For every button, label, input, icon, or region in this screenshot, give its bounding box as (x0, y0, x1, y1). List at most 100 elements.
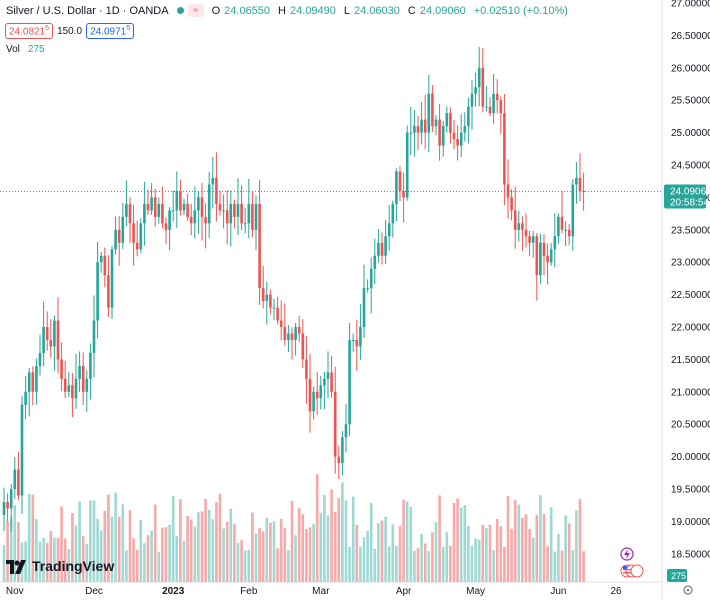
buy-price-button[interactable]: 24.09715 (86, 23, 135, 40)
volume-bar (211, 519, 215, 582)
high-label: H (278, 4, 286, 17)
candle-body (254, 203, 258, 230)
candle-body (405, 132, 409, 198)
candle-body (575, 177, 578, 185)
candle-body (243, 223, 247, 225)
volume-bar (384, 516, 387, 582)
candle-body (31, 372, 35, 392)
low-value: 24.06030 (354, 4, 400, 17)
candle-body (171, 210, 175, 212)
volume-bar (218, 493, 222, 582)
volume-bar (427, 551, 431, 582)
volume-bar (539, 495, 542, 582)
candle-body (189, 216, 193, 224)
volume-bar (557, 534, 560, 582)
volume-bar (128, 510, 132, 582)
volume-bar (243, 550, 247, 582)
time-tick-label: Mar (312, 586, 330, 597)
price-tick-label: 26.50000 (671, 31, 710, 42)
price-tick-label: 24.50000 (671, 161, 710, 172)
volume-bar (92, 500, 96, 582)
volume-bar (305, 529, 308, 582)
volume-bar (326, 515, 330, 582)
open-label: O (211, 4, 221, 17)
volume-last-label: 275 (667, 569, 687, 582)
candle-body (89, 352, 92, 379)
price-tick-label: 19.50000 (671, 485, 710, 496)
time-tick-label: Jun (550, 586, 566, 597)
data-approx-badge[interactable]: ≈ (187, 4, 204, 17)
candle-body (200, 197, 204, 217)
volume-bar (582, 551, 585, 582)
volume-bar (553, 551, 557, 582)
candle-body (492, 93, 495, 114)
event-flash-icon[interactable] (620, 547, 634, 561)
volume-last-box (667, 569, 687, 582)
candle-body (319, 385, 323, 399)
time-tick-label: Nov (6, 586, 24, 597)
sell-price-button[interactable]: 24.08215 (5, 23, 54, 40)
volume-bar (474, 538, 477, 582)
volume-bar (524, 514, 528, 582)
economic-events-flag-icon[interactable] (620, 564, 644, 578)
volume-bar (531, 537, 535, 582)
symbol-legend[interactable]: Silver / U.S. Dollar · 1D · OANDA ≈ O 24.… (6, 4, 572, 17)
close-value: 24.09060 (419, 4, 466, 17)
volume-bar (467, 526, 470, 582)
volume-bar (2, 545, 6, 582)
volume-bar (132, 538, 135, 582)
candle-body (398, 171, 402, 191)
volume-bar (485, 528, 488, 582)
candle-body (258, 203, 261, 289)
volume-bar (362, 537, 366, 582)
candle-body (63, 378, 67, 392)
volume-bar (348, 546, 351, 582)
volume-bar (510, 528, 513, 582)
candle-body (456, 139, 459, 146)
volume-bar (103, 510, 107, 582)
price-tick-label: 21.50000 (671, 355, 710, 366)
volume-legend[interactable]: Vol 275 (6, 44, 45, 55)
candle-body (279, 320, 283, 328)
candle-body (71, 385, 74, 399)
price-tick-label: 26.00000 (671, 63, 710, 74)
volume-bar (53, 537, 56, 582)
volume-bar (81, 536, 85, 582)
volume-bar (85, 544, 89, 582)
volume-bar (549, 507, 553, 582)
candle-body (351, 339, 355, 341)
volume-bar (323, 494, 326, 582)
candle-body (287, 333, 290, 340)
volume-bar (35, 518, 38, 582)
volume-bar (146, 535, 150, 582)
candle-body (103, 255, 107, 276)
volume-bar (110, 516, 114, 582)
volume-bar (135, 549, 139, 582)
volume-bar (355, 525, 359, 582)
time-axis[interactable]: Nov Dec 2023 Feb Mar Apr May Jun 26 (6, 586, 622, 597)
candle-body (128, 203, 132, 224)
candle-body (153, 197, 157, 217)
candle-body (107, 275, 110, 308)
candle-body (395, 171, 398, 204)
candle-body (99, 255, 103, 263)
price-axis[interactable]: 18.50000 19.00000 19.50000 20.00000 20.50000… (671, 0, 710, 560)
settings-gear-icon[interactable] (683, 585, 693, 595)
candle-body (305, 359, 308, 379)
candle-body (337, 456, 341, 464)
volume-bar (517, 504, 521, 582)
candle-body (315, 391, 319, 399)
volume-bar (9, 516, 13, 582)
candle-body (326, 372, 330, 379)
symbol-title[interactable]: Silver / U.S. Dollar · 1D · OANDA (6, 4, 169, 17)
volume-bar (287, 550, 290, 582)
volume-bar (229, 508, 233, 582)
time-tick-label: 26 (610, 586, 622, 597)
volume-bar (290, 500, 294, 582)
candle-body (261, 288, 265, 302)
candle-body (463, 126, 467, 133)
candle-body (27, 372, 31, 392)
tradingview-logo[interactable]: TradingView (6, 558, 114, 574)
candle-body (308, 378, 312, 412)
